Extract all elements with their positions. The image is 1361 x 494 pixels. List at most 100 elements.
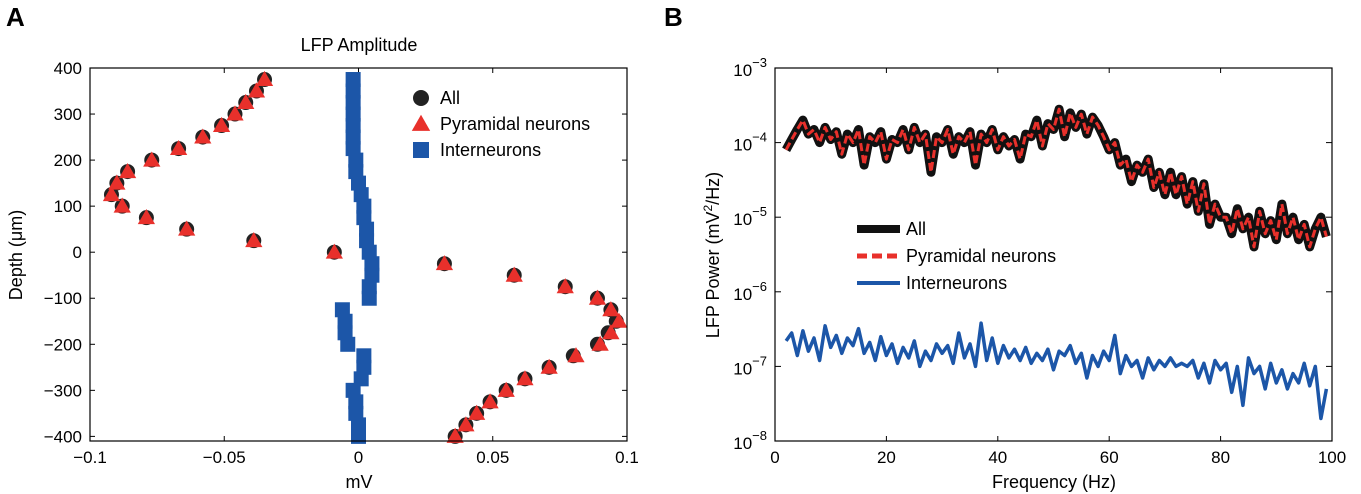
series-line-dashed xyxy=(784,107,1328,249)
triangle-point xyxy=(118,162,137,179)
triangle-point xyxy=(468,404,486,420)
square-point xyxy=(348,152,364,168)
triangle-point xyxy=(516,370,534,386)
triangle-point xyxy=(169,139,188,156)
square-point xyxy=(351,175,366,191)
y-tick-label: 400 xyxy=(54,59,82,78)
panel-a-marks xyxy=(102,70,628,444)
square-point xyxy=(348,164,364,180)
square-point xyxy=(345,83,361,99)
square-point xyxy=(337,325,353,341)
triangle-point xyxy=(602,324,620,340)
square-point xyxy=(345,95,361,111)
square-point xyxy=(364,267,380,283)
square-point xyxy=(334,302,350,318)
square-point xyxy=(345,118,361,134)
triangle-point xyxy=(137,209,156,225)
x-tick-label: 0.1 xyxy=(615,448,639,467)
y-tick-exponent: −4 xyxy=(752,130,767,145)
square-point xyxy=(353,187,369,203)
square-point xyxy=(345,72,361,88)
square-point xyxy=(340,336,356,352)
panel-a-frame xyxy=(89,67,628,442)
y-tick-label: 10−8 xyxy=(733,428,767,453)
y-tick-exponent: −3 xyxy=(752,55,767,70)
panel-b-y-axis-label-suffix: /Hz) xyxy=(703,172,723,205)
triangle-point xyxy=(610,312,628,328)
square-point xyxy=(356,210,372,226)
panel-b-y-axis-label-sup: 2 xyxy=(701,204,715,211)
triangle-point xyxy=(194,128,212,144)
legend-entry-label: Interneurons xyxy=(906,273,1007,293)
triangle-point xyxy=(497,381,515,397)
square-point xyxy=(353,371,369,387)
y-tick-base: 10 xyxy=(733,285,752,304)
y-tick-base: 10 xyxy=(733,61,752,80)
triangle-point xyxy=(247,82,266,98)
x-tick-label: 0 xyxy=(354,448,363,467)
y-tick-base: 10 xyxy=(733,359,752,378)
y-tick-base: 10 xyxy=(733,434,752,453)
square-point xyxy=(351,428,366,444)
square-point xyxy=(345,382,361,398)
y-tick-exponent: −6 xyxy=(752,279,767,294)
square-point xyxy=(364,256,380,272)
y-tick-base: 10 xyxy=(733,136,752,155)
series-square xyxy=(334,72,380,444)
triangle-point xyxy=(540,358,558,374)
y-tick-label: 10−7 xyxy=(733,353,767,378)
triangle-point xyxy=(113,197,131,213)
legend-entry-label: Pyramidal neurons xyxy=(440,114,590,134)
panel-letter-a: A xyxy=(6,2,25,32)
triangle-point xyxy=(325,243,343,259)
triangle-point xyxy=(505,266,523,282)
triangle-point xyxy=(457,416,475,432)
panel-b-frame xyxy=(774,67,1333,442)
legend-marker-triangle xyxy=(411,114,431,131)
panel-a-y-axis-label: Depth (μm) xyxy=(6,210,26,300)
x-tick-label: 0.05 xyxy=(476,448,509,467)
y-tick-exponent: −5 xyxy=(752,204,767,219)
legend-entry-label: All xyxy=(906,219,926,239)
x-tick-label: 40 xyxy=(988,448,1007,467)
y-tick-label: 10−4 xyxy=(733,130,767,155)
panel-a-title: LFP Amplitude xyxy=(301,35,418,55)
y-tick-label: −200 xyxy=(44,335,82,354)
y-tick-exponent: −7 xyxy=(752,353,767,368)
triangle-point xyxy=(255,70,274,86)
panel-letter-b: B xyxy=(664,2,683,32)
y-tick-label: 10−3 xyxy=(733,55,767,80)
triangle-point xyxy=(143,151,161,167)
x-tick-label: −0.1 xyxy=(73,448,107,467)
square-point xyxy=(345,106,361,122)
square-point xyxy=(348,405,364,421)
panel-b-marks xyxy=(782,104,1331,421)
x-tick-label: −0.05 xyxy=(203,448,246,467)
panel-b-y-axis-label-prefix: LFP Power (mV xyxy=(703,211,723,338)
x-tick-label: 20 xyxy=(877,448,896,467)
square-point xyxy=(348,394,364,410)
panel-b-x-axis-label: Frequency (Hz) xyxy=(992,472,1116,492)
triangle-point xyxy=(226,105,244,121)
square-point xyxy=(361,290,377,306)
triangle-point xyxy=(567,347,585,363)
triangle-point xyxy=(108,174,126,190)
x-tick-label: 0 xyxy=(770,448,779,467)
triangle-point xyxy=(245,232,263,248)
y-tick-label: −400 xyxy=(44,427,82,446)
square-point xyxy=(361,279,377,295)
y-tick-label: 10−6 xyxy=(733,279,767,304)
y-tick-label: 100 xyxy=(54,197,82,216)
panel-a-x-axis-label: mV xyxy=(346,472,373,492)
square-point xyxy=(359,233,375,249)
legend-marker-circle xyxy=(413,90,429,106)
legend-entry-label: Pyramidal neurons xyxy=(906,246,1056,266)
y-tick-base: 10 xyxy=(733,210,752,229)
x-tick-label: 100 xyxy=(1318,448,1346,467)
legend-marker-square xyxy=(413,142,429,158)
triangle-point xyxy=(591,335,609,351)
panel-b-legend: All Pyramidal neurons Interneurons xyxy=(857,219,1056,293)
panel-a-ticks: −0.1 −0.05 0 0.05 0.1 400 300 200 100 0 −100 −200 −3… xyxy=(44,59,639,467)
x-tick-label: 80 xyxy=(1211,448,1230,467)
